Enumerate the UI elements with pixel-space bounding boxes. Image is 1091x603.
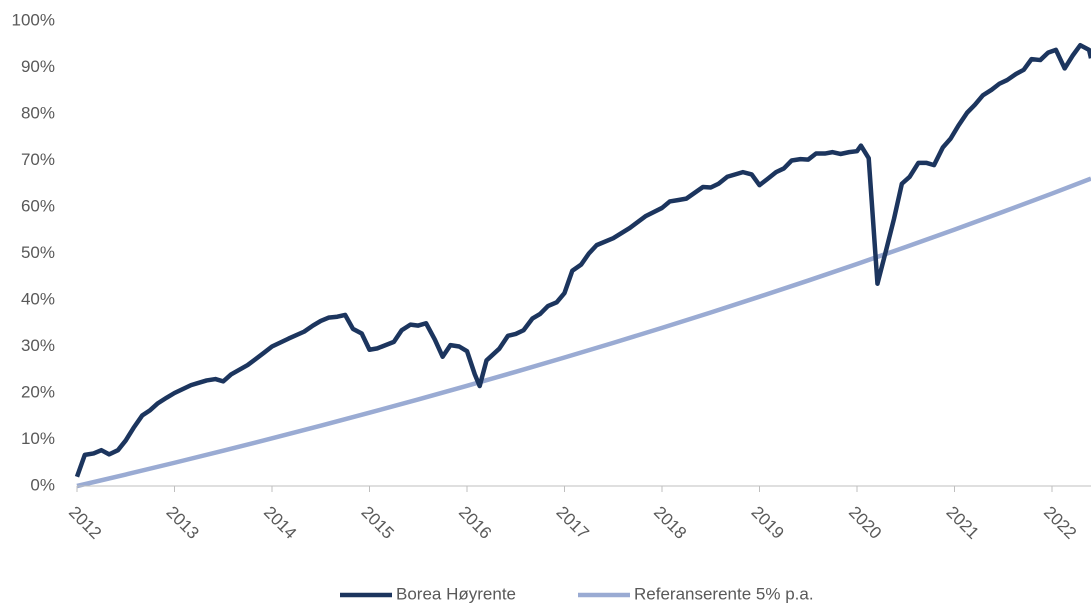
y-tick-label: 80% (21, 103, 55, 122)
y-tick-label: 50% (21, 243, 55, 262)
series-line (74, 42, 1091, 478)
series-line (76, 176, 1091, 489)
y-tick-label: 90% (21, 57, 55, 76)
x-tick-label: 2012 (65, 503, 105, 543)
legend-label: Borea Høyrente (396, 584, 516, 603)
legend-label: Referanserente 5% p.a. (634, 584, 814, 603)
y-tick-label: 30% (21, 336, 55, 355)
y-tick-label: 0% (30, 475, 55, 494)
x-tick-label: 2013 (163, 503, 203, 543)
y-tick-label: 20% (21, 382, 55, 401)
y-tick-label: 100% (12, 10, 55, 29)
y-tick-label: 70% (21, 150, 55, 169)
x-tick-label: 2022 (1040, 503, 1080, 543)
y-tick-label: 10% (21, 429, 55, 448)
y-tick-label: 40% (21, 289, 55, 308)
x-tick-label: 2015 (358, 503, 398, 543)
plot-area (74, 42, 1091, 489)
x-tick-label: 2020 (845, 503, 885, 543)
x-tick-label: 2014 (260, 503, 300, 543)
x-tick-label: 2018 (650, 503, 690, 543)
x-tick-label: 2021 (943, 503, 983, 543)
y-tick-label: 60% (21, 196, 55, 215)
x-tick-label: 2019 (748, 503, 788, 543)
x-tick-label: 2016 (455, 503, 495, 543)
x-tick-label: 2017 (553, 503, 593, 543)
